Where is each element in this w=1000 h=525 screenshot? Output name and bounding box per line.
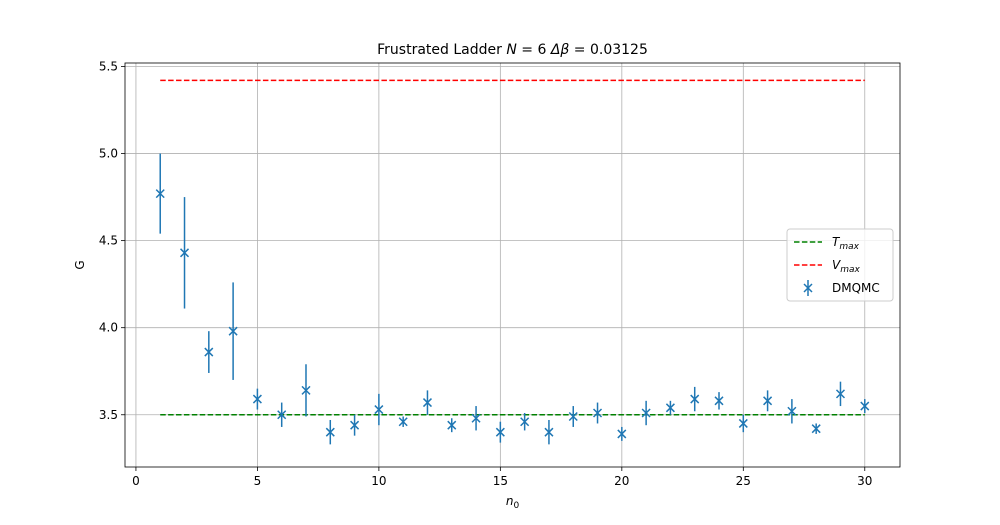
- title-delta: Δβ: [550, 42, 570, 58]
- plot-frame: [124, 62, 901, 468]
- title-prefix: Frustrated Ladder: [377, 42, 506, 58]
- dmqmc-point-16: [520, 413, 530, 431]
- dmqmc-point-1: [155, 153, 165, 234]
- dmqmc-marker-3-b: [204, 347, 214, 357]
- dmqmc-point-18: [568, 406, 578, 427]
- x-tick-label-25: 25: [736, 474, 751, 488]
- dmqmc-point-10: [374, 393, 384, 426]
- dmqmc-point-7: [301, 364, 311, 417]
- dmqmc-marker-13-b: [447, 420, 457, 430]
- dmqmc-marker-14-b: [471, 413, 481, 423]
- dmqmc-marker-18-b: [568, 411, 578, 422]
- dmqmc-point-6: [277, 402, 287, 427]
- dmqmc-point-19: [593, 402, 603, 424]
- x-tick-label-15: 15: [493, 474, 508, 488]
- dmqmc-point-29: [835, 381, 846, 407]
- title-delta-value: = 0.03125: [569, 42, 648, 58]
- dmqmc-marker-6-b: [277, 410, 287, 420]
- x-tick-label-30: 30: [857, 474, 872, 488]
- legend: Tmax Vmax DMQMC: [786, 228, 894, 302]
- dmqmc-marker-17-b: [544, 427, 554, 437]
- dmqmc-point-26: [763, 390, 773, 412]
- y-tick-label-3.5: 3.5: [99, 408, 118, 422]
- dmqmc-point-2: [179, 197, 190, 309]
- legend-vmax-label: Vmax: [832, 258, 861, 275]
- dmqmc-point-11: [398, 416, 408, 427]
- dmqmc-point-28: [811, 423, 821, 434]
- x-tick-label-5: 5: [254, 474, 262, 488]
- legend-dmqmc-label: DMQMC: [832, 281, 880, 295]
- y-axis-label: G: [73, 260, 87, 269]
- dmqmc-marker-27-b: [787, 406, 797, 416]
- title-n-symbol: N: [506, 42, 517, 58]
- dmqmc-marker-1-b: [155, 189, 165, 199]
- grid: [125, 63, 900, 467]
- y-tick-label-4.5: 4.5: [99, 234, 118, 248]
- dmqmc-point-9: [350, 414, 360, 436]
- series-layer: [155, 79, 870, 445]
- title-n-value: = 6: [517, 42, 551, 58]
- dmqmc-point-14: [471, 406, 481, 431]
- dmqmc-marker-29-b: [835, 389, 846, 399]
- dmqmc-marker-21-b: [641, 408, 651, 418]
- dmqmc-point-12: [422, 390, 432, 415]
- dmqmc-point-24: [714, 392, 724, 410]
- legend-box: [786, 228, 894, 302]
- legend-vmax-label-base: V: [832, 258, 841, 272]
- dmqmc-marker-26-b: [763, 396, 773, 406]
- dmqmc-point-8: [325, 419, 335, 445]
- dmqmc-point-5: [252, 388, 262, 410]
- dmqmc-marker-5-b: [252, 394, 262, 404]
- dmqmc-point-3: [204, 331, 214, 373]
- x-axis-label-base: n: [506, 494, 514, 508]
- x-axis-label-sub: 0: [513, 501, 519, 511]
- dmqmc-marker-2-b: [179, 248, 190, 258]
- dmqmc-marker-24-b: [714, 396, 724, 406]
- x-tick-label-0: 0: [132, 474, 140, 488]
- legend-tmax-label: Tmax: [832, 235, 860, 252]
- dmqmc-point-30: [860, 399, 870, 414]
- dmqmc-point-25: [738, 414, 748, 433]
- dmqmc-marker-4-b: [228, 326, 238, 336]
- dmqmc-point-15: [495, 421, 505, 443]
- dmqmc-marker-8-b: [325, 427, 335, 437]
- chart-title: Frustrated Ladder N = 6 Δβ = 0.03125: [377, 42, 648, 58]
- dmqmc-point-13: [447, 418, 457, 433]
- dmqmc-point-23: [690, 386, 700, 412]
- dmqmc-point-22: [665, 400, 675, 415]
- dmqmc-marker-30-b: [860, 401, 870, 411]
- dmqmc-marker-7-b: [301, 385, 311, 395]
- dmqmc-marker-15-b: [495, 427, 505, 437]
- dmqmc-point-21: [641, 400, 651, 426]
- dmqmc-marker-10-b: [374, 405, 384, 415]
- dmqmc-marker-20-b: [617, 429, 627, 439]
- legend-vmax-label-sub: max: [840, 265, 860, 275]
- dmqmc-point-4: [228, 282, 238, 380]
- dmqmc-marker-23-b: [690, 394, 700, 404]
- x-tick-label-20: 20: [614, 474, 629, 488]
- legend-dmqmc-swatch: [803, 280, 813, 296]
- x-axis-label: n0: [506, 494, 520, 511]
- dmqmc-marker-28-b: [811, 424, 821, 434]
- x-tick-label-10: 10: [371, 474, 386, 488]
- dmqmc-marker-12-b: [422, 398, 432, 408]
- legend-tmax-label-base: T: [832, 235, 841, 249]
- dmqmc-marker-9-b: [350, 420, 360, 430]
- dmqmc-marker-22-b: [665, 403, 675, 413]
- dmqmc-point-17: [544, 419, 554, 445]
- dmqmc-marker-19-b: [593, 408, 603, 418]
- y-tick-label-4.0: 4.0: [99, 321, 118, 335]
- legend-tmax-label-sub: max: [839, 242, 859, 252]
- dmqmc-marker-11-b: [398, 417, 408, 427]
- dmqmc-point-20: [617, 426, 627, 441]
- dmqmc-marker-16-b: [520, 417, 530, 427]
- y-tick-label-5.0: 5.0: [99, 147, 118, 161]
- ticks: 0 5 10 15 20 25 30 3.5 4.0 4.5 5.0 5.5: [99, 59, 873, 488]
- y-tick-label-5.5: 5.5: [99, 59, 118, 73]
- plot-area: [125, 63, 900, 467]
- dmqmc-marker-25-b: [738, 418, 748, 428]
- dmqmc-point-27: [787, 399, 797, 424]
